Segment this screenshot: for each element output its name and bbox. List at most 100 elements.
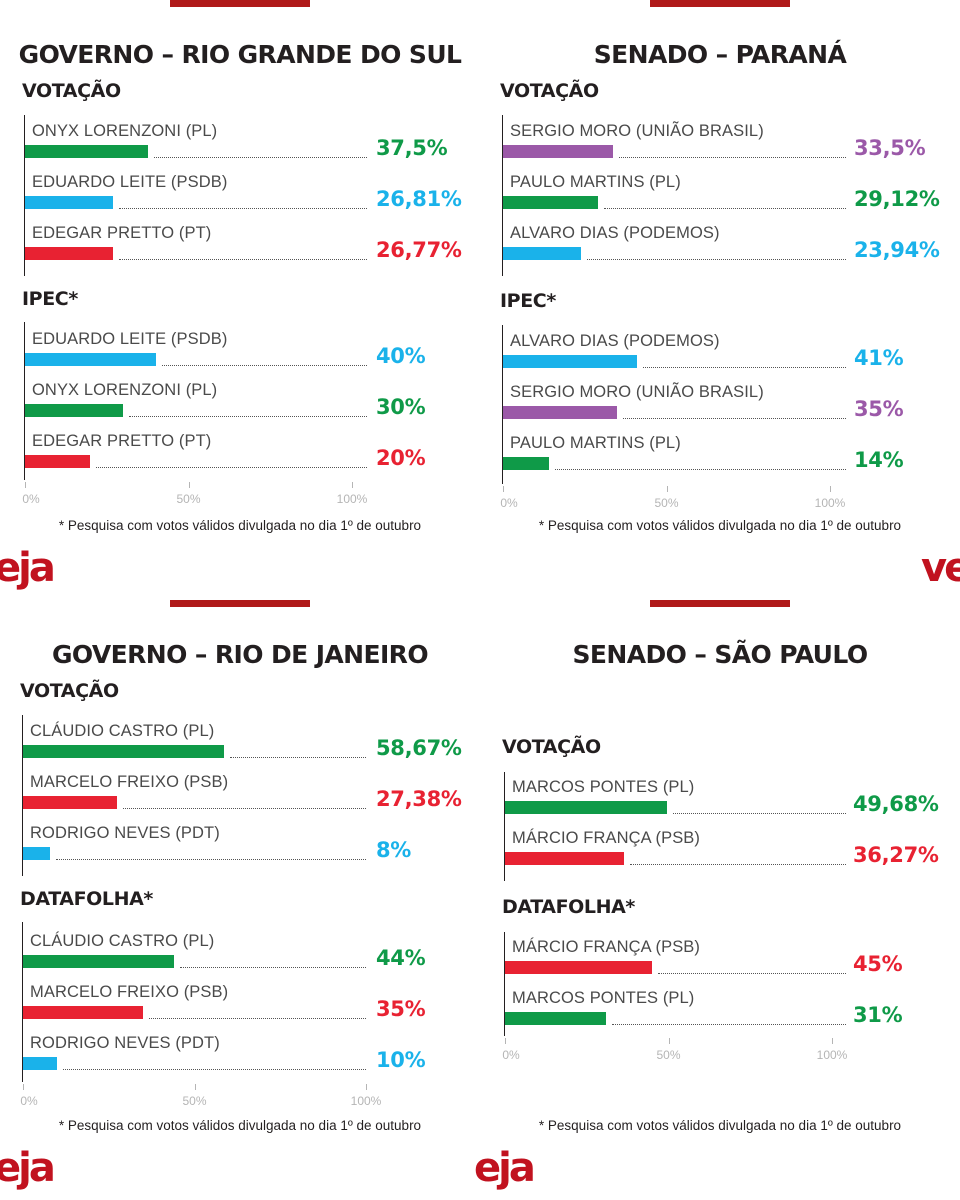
value-label: 27,38% xyxy=(376,787,462,811)
candidate-name: EDUARDO LEITE (PSDB) xyxy=(32,330,228,348)
leader-line xyxy=(122,808,366,809)
bar xyxy=(505,961,653,974)
value-label: 20% xyxy=(376,446,426,470)
tick-label: 0% xyxy=(20,1094,38,1108)
leader-line xyxy=(179,967,366,968)
axis-tick xyxy=(503,486,504,492)
tick-label: 100% xyxy=(350,1094,382,1108)
value-label: 49,68% xyxy=(853,792,939,816)
leader-line xyxy=(63,1069,366,1070)
value-label: 35% xyxy=(376,997,426,1021)
tick-label: 0% xyxy=(502,1048,520,1062)
value-label: 45% xyxy=(853,952,903,976)
tick-label: 100% xyxy=(814,496,846,510)
candidate-name: CLÁUDIO CASTRO (PL) xyxy=(30,932,215,950)
candidate-name: PAULO MARTINS (PL) xyxy=(510,173,681,191)
bar xyxy=(503,406,618,419)
leader-line xyxy=(587,259,846,260)
accent-bar xyxy=(170,0,310,7)
brand-logo: eja xyxy=(0,545,56,591)
leader-line xyxy=(673,813,846,814)
leader-line xyxy=(161,365,367,366)
leader-line xyxy=(153,157,367,158)
candidate-name: ALVARO DIAS (PODEMOS) xyxy=(510,224,720,242)
tick-label: 50% xyxy=(176,492,201,506)
footnote: * Pesquisa com votos válidos divulgada n… xyxy=(58,518,422,533)
candidate-name: MÁRCIO FRANÇA (PSB) xyxy=(512,938,701,956)
value-label: 30% xyxy=(376,395,426,419)
value-label: 14% xyxy=(854,448,904,472)
chart-title: GOVERNO – RIO GRANDE DO SUL xyxy=(18,40,462,69)
leader-line xyxy=(149,1018,366,1019)
axis-line xyxy=(24,115,25,276)
leader-line xyxy=(96,467,367,468)
candidate-name: ONYX LORENZONI (PL) xyxy=(32,122,218,140)
value-label: 23,94% xyxy=(854,238,940,262)
tick-label: 50% xyxy=(654,496,679,510)
value-label: 37,5% xyxy=(376,136,448,160)
axis-tick xyxy=(25,482,26,488)
axis-line xyxy=(22,715,23,876)
chart-panel: SENADO – SÃO PAULO VOTAÇÃO MARCOS PONTES (… xyxy=(480,600,960,1200)
tick-label: 50% xyxy=(182,1094,207,1108)
leader-line xyxy=(623,418,846,419)
leader-line xyxy=(604,208,846,209)
candidate-name: ALVARO DIAS (PODEMOS) xyxy=(510,332,720,350)
brand-logo: eja xyxy=(0,1145,56,1191)
leader-line xyxy=(230,757,366,758)
bar xyxy=(23,1006,144,1019)
bar xyxy=(505,1012,607,1025)
axis-line xyxy=(502,325,503,484)
bar xyxy=(503,247,582,260)
axis-tick xyxy=(666,486,668,492)
axis-tick xyxy=(832,1038,833,1044)
bar xyxy=(25,247,113,260)
group-label: DATAFOLHA* xyxy=(502,896,635,918)
bar xyxy=(503,457,549,470)
tick-label: 0% xyxy=(500,496,518,510)
value-label: 10% xyxy=(376,1048,426,1072)
axis-line xyxy=(504,932,505,1036)
axis-line xyxy=(502,115,503,276)
axis-line xyxy=(22,922,23,1082)
candidate-name: RODRIGO NEVES (PDT) xyxy=(30,1034,220,1052)
value-label: 35% xyxy=(854,397,904,421)
bar xyxy=(25,404,124,417)
candidate-name: EDEGAR PRETTO (PT) xyxy=(32,224,212,242)
tick-label: 50% xyxy=(656,1048,681,1062)
candidate-name: ONYX LORENZONI (PL) xyxy=(32,381,218,399)
axis-line xyxy=(504,772,505,881)
bar xyxy=(23,955,174,968)
value-label: 40% xyxy=(376,344,426,368)
bar xyxy=(25,353,156,366)
brand-logo: eja xyxy=(474,1145,536,1191)
value-label: 26,81% xyxy=(376,187,462,211)
group-label: VOTAÇÃO xyxy=(22,80,121,102)
group-label: VOTAÇÃO xyxy=(500,80,599,102)
bar xyxy=(23,1057,58,1070)
leader-line xyxy=(554,469,846,470)
footnote: * Pesquisa com votos válidos divulgada n… xyxy=(538,518,902,533)
candidate-name: RODRIGO NEVES (PDT) xyxy=(30,824,220,842)
accent-bar xyxy=(170,600,310,607)
group-label: VOTAÇÃO xyxy=(20,680,119,702)
chart-panel: GOVERNO – RIO DE JANEIRO VOTAÇÃO CLÁUDIO C… xyxy=(0,600,480,1200)
bar xyxy=(25,145,148,158)
chart-panel: SENADO – PARANÁ VOTAÇÃO SERGIO MORO (UNIÃO… xyxy=(480,0,960,600)
accent-bar xyxy=(650,600,790,607)
bar xyxy=(505,852,624,865)
axis-line xyxy=(24,322,25,480)
accent-bar xyxy=(650,0,790,7)
leader-line xyxy=(118,208,367,209)
value-label: 33,5% xyxy=(854,136,926,160)
leader-line xyxy=(118,259,367,260)
tick-label: 100% xyxy=(336,492,368,506)
candidate-name: MARCELO FREIXO (PSB) xyxy=(30,983,229,1001)
axis-tick xyxy=(188,482,190,488)
axis-tick xyxy=(366,1084,367,1090)
candidate-name: CLÁUDIO CASTRO (PL) xyxy=(30,722,215,740)
bar xyxy=(23,745,225,758)
value-label: 41% xyxy=(854,346,904,370)
axis-tick xyxy=(352,482,353,488)
